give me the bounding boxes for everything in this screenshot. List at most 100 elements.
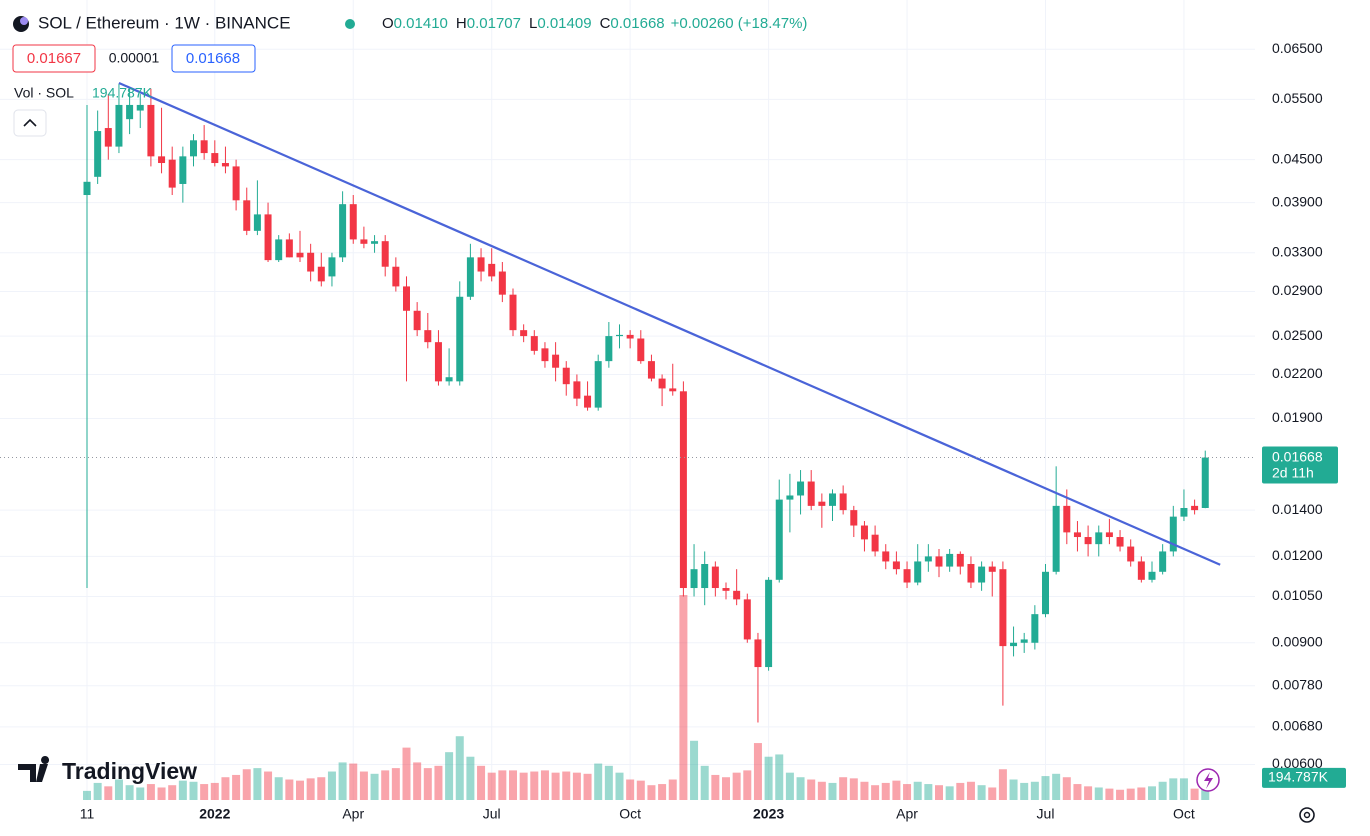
candle-body	[158, 156, 166, 164]
volume-bar	[530, 771, 539, 800]
y-tick-label: 0.00900	[1272, 633, 1323, 649]
volume-bar	[551, 772, 560, 800]
ohlc-key: L	[529, 15, 537, 32]
sell-box[interactable]	[12, 44, 96, 73]
candle-body	[988, 566, 996, 572]
volume-bar	[764, 756, 773, 800]
volume-bar	[1073, 784, 1082, 800]
candle-body	[1148, 571, 1156, 580]
y-tick-label: 0.03900	[1272, 193, 1323, 209]
volume-bar	[189, 781, 198, 800]
candle-body	[530, 336, 538, 351]
volume-bar	[753, 743, 762, 800]
buy-box[interactable]	[171, 44, 256, 73]
candle-body	[221, 163, 229, 167]
candle-body	[754, 639, 762, 668]
candle-body	[573, 381, 581, 399]
volume-bar	[455, 736, 464, 800]
candle-body	[1127, 546, 1135, 562]
candle-body	[253, 214, 261, 231]
y-tick-label: 0.05500	[1272, 90, 1323, 106]
candle-body	[1201, 457, 1209, 508]
volume-bar	[423, 768, 432, 800]
volume-bar	[817, 781, 826, 800]
volume-bar	[871, 785, 880, 800]
candle-body	[477, 257, 485, 272]
y-tick-label: 0.02900	[1272, 282, 1323, 298]
volume-bar	[540, 770, 549, 800]
volume-bar	[690, 740, 699, 800]
candle-body	[882, 551, 890, 562]
volume-bar	[370, 773, 379, 800]
candle-body	[371, 241, 379, 244]
sell-price: 0.01667	[27, 50, 81, 67]
candle-body	[211, 153, 219, 164]
volume-bar	[519, 772, 528, 800]
spread: 0.00001	[109, 50, 160, 66]
volume-bar	[1030, 781, 1039, 800]
volume-bar	[1190, 788, 1199, 800]
volume-bar	[253, 768, 262, 800]
volume-bar	[487, 772, 496, 800]
candle-body	[413, 310, 421, 331]
change: +0.00260 (+18.47%)	[671, 15, 808, 32]
symbol-icon-dot	[20, 17, 28, 25]
volume-bar	[466, 756, 475, 800]
volume-bar	[1116, 789, 1125, 800]
volume-bar	[945, 786, 954, 800]
volume-bar	[136, 787, 145, 800]
candle-body	[349, 204, 357, 240]
symbol-title[interactable]: SOL / Ethereum · 1W · BINANCE	[38, 13, 291, 32]
volume-bar	[93, 782, 102, 800]
candle-body	[669, 388, 677, 392]
candle-body	[403, 286, 410, 311]
volume-bar	[274, 777, 283, 800]
candle-body	[243, 200, 251, 231]
buy-price: 0.01668	[186, 50, 240, 67]
volume-bar	[796, 777, 805, 800]
x-tick-label: 2023	[753, 806, 784, 822]
x-tick-label: Jul	[483, 806, 501, 822]
volume-bar	[200, 784, 209, 800]
volume-bar	[998, 769, 1007, 800]
volume-bar	[434, 765, 443, 800]
candle-body	[999, 569, 1007, 647]
candle-body	[1084, 537, 1092, 545]
volume-bar	[679, 595, 688, 800]
candle-body	[190, 140, 197, 157]
volume-pane	[83, 595, 1210, 800]
candle-body	[285, 239, 293, 258]
volume-bar	[1126, 788, 1135, 800]
grid: 0.06500 0.05500 0.04500 0.03900 0.03300 0.029…	[0, 0, 1323, 822]
settings-button[interactable]	[1299, 807, 1315, 823]
volume-bar	[338, 762, 347, 800]
candle-body	[562, 367, 570, 385]
volume-bar	[381, 770, 390, 800]
candle-body	[914, 561, 922, 583]
candle-body	[552, 354, 560, 368]
volume-bar	[285, 779, 294, 800]
y-tick-label: 0.04500	[1272, 150, 1323, 166]
volume-bar	[903, 784, 912, 800]
x-tick-label: 11	[80, 806, 95, 822]
volume-bar	[807, 779, 816, 800]
volume-bar	[232, 774, 241, 800]
candle-body	[541, 348, 549, 362]
volume-bar	[562, 771, 571, 800]
volume-bar	[892, 780, 901, 800]
y-tick-label: 0.01050	[1272, 587, 1323, 603]
candle-body	[1159, 551, 1167, 572]
candle-body	[626, 334, 634, 339]
volume-bar	[966, 781, 975, 800]
volume-bar	[775, 754, 784, 800]
volume-bar	[1158, 781, 1167, 800]
collapse-button[interactable]	[13, 109, 47, 137]
settings-icon	[1303, 811, 1311, 819]
candle-body	[797, 481, 805, 496]
candle-body	[520, 330, 528, 337]
candle-body	[722, 588, 730, 591]
candle-body	[1116, 537, 1124, 547]
ohlc-value: 0.01410	[394, 15, 448, 32]
volume-bar	[977, 785, 986, 800]
